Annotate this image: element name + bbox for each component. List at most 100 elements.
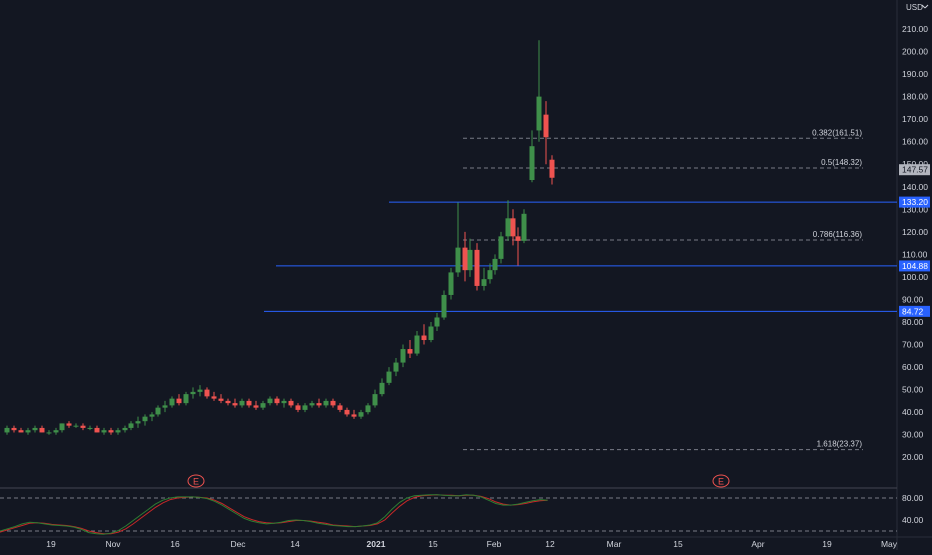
price-tick-label: 130.00 (902, 204, 928, 214)
candle-body (239, 400, 245, 406)
time-tick-label: May (881, 539, 898, 549)
candle-body (414, 335, 420, 354)
candle-body (316, 403, 322, 406)
price-tick-label: 200.00 (902, 47, 928, 57)
candles (4, 40, 555, 435)
candle-body (253, 405, 259, 408)
candle-body (232, 403, 238, 406)
candle-body (393, 362, 399, 372)
price-badge[interactable] (899, 305, 930, 317)
candle-body (246, 400, 252, 406)
stoch-d-line (0, 494, 548, 535)
candle-body (323, 400, 329, 406)
candle-body (481, 279, 487, 286)
candle-body (372, 394, 378, 406)
price-tick-label: 120.00 (902, 227, 928, 237)
time-tick-label: 14 (290, 539, 300, 549)
candle-body (73, 425, 79, 427)
earnings-marker-label: E (193, 477, 199, 487)
horizontal-lines[interactable] (264, 201, 897, 312)
candle-body (128, 423, 134, 428)
price-axis[interactable]: USD 20.00 30.00 40.00 50.00 60.00 70.00 80.00 90… (899, 3, 930, 525)
candle-body (25, 430, 31, 433)
candle-body (337, 405, 343, 410)
candle-body (330, 400, 336, 406)
chevron-down-icon-stroke (924, 4, 929, 9)
candle-body (487, 270, 493, 280)
price-badge-label: 133.20 (902, 197, 928, 207)
candle-body (295, 405, 301, 410)
candle-body (448, 272, 454, 295)
candle-body (536, 96, 542, 131)
candle-body (4, 427, 10, 433)
candle-body (386, 371, 392, 383)
candle-body (122, 427, 128, 431)
price-tick-label: 140.00 (902, 182, 928, 192)
currency-label: USD (906, 3, 923, 12)
candle-body (108, 430, 114, 433)
price-badge[interactable] (899, 260, 930, 272)
candle-body (162, 405, 168, 408)
last-price-badge[interactable] (899, 164, 930, 176)
candle-body (351, 414, 357, 417)
price-tick-label: 30.00 (902, 430, 924, 440)
fib-level-label: 0.5(148.32) (821, 158, 862, 167)
candle-body (400, 349, 406, 363)
candle-body (358, 412, 364, 417)
earnings-marker[interactable] (187, 474, 205, 488)
time-tick-label: Dec (230, 539, 246, 549)
price-badge[interactable] (899, 196, 930, 208)
candle-body (407, 349, 413, 354)
candle-body (149, 414, 155, 417)
price-badge-label: 84.72 (902, 306, 924, 316)
candle-body (94, 427, 100, 433)
fib-level-label: 0.382(161.51) (812, 128, 862, 137)
candle-body (260, 403, 266, 408)
time-axis[interactable]: 19 Nov 16 Dec 14 2021 15 Feb 12 Mar 15 Apr 19 May (46, 539, 898, 549)
time-tick-label: 19 (46, 539, 56, 549)
candle-body (101, 430, 107, 433)
candle-body (183, 394, 189, 404)
price-tick-label: 50.00 (902, 385, 924, 395)
price-tick-label: 40.00 (902, 407, 924, 417)
price-tick-label: 190.00 (902, 69, 928, 79)
candle-body (441, 294, 447, 318)
time-tick-label: Apr (751, 539, 764, 549)
candle-body (302, 405, 308, 410)
candle-body (32, 427, 38, 431)
candle-body (211, 396, 217, 399)
candle-body (87, 427, 93, 429)
candle-body (309, 403, 315, 406)
fib-level-label: 1.618(23.37) (817, 440, 863, 449)
candle-body (428, 326, 434, 341)
stochastic-pane (0, 494, 897, 535)
time-tick-label: 19 (822, 539, 832, 549)
candle-body (176, 398, 182, 404)
price-tick-label: 60.00 (902, 362, 924, 372)
time-tick-label: 15 (673, 539, 683, 549)
fib-level-label: 0.786(116.36) (813, 230, 863, 239)
stoch-k-line (0, 494, 548, 535)
earnings-marker[interactable] (712, 474, 730, 488)
price-tick-label: 20.00 (902, 452, 924, 462)
candle-body (462, 247, 468, 271)
last-price-label: 147.57 (902, 165, 928, 175)
osc-tick-label: 40.00 (902, 515, 924, 525)
candle-body (274, 398, 280, 404)
candle-body (155, 407, 161, 415)
price-badge-label: 104.88 (902, 261, 928, 271)
candle-body (80, 425, 86, 428)
candle-body (281, 400, 287, 404)
candle-body (225, 400, 231, 404)
candle-body (169, 398, 175, 406)
chevron-down-icon[interactable] (921, 4, 926, 9)
time-tick-label: 12 (545, 539, 555, 549)
candle-body (53, 430, 59, 433)
candle-body (267, 398, 273, 404)
candle-body (521, 213, 527, 241)
fib-levels[interactable]: 0.382(161.51) 0.5(148.32) 0.786(116.36) 1.6… (463, 128, 863, 451)
